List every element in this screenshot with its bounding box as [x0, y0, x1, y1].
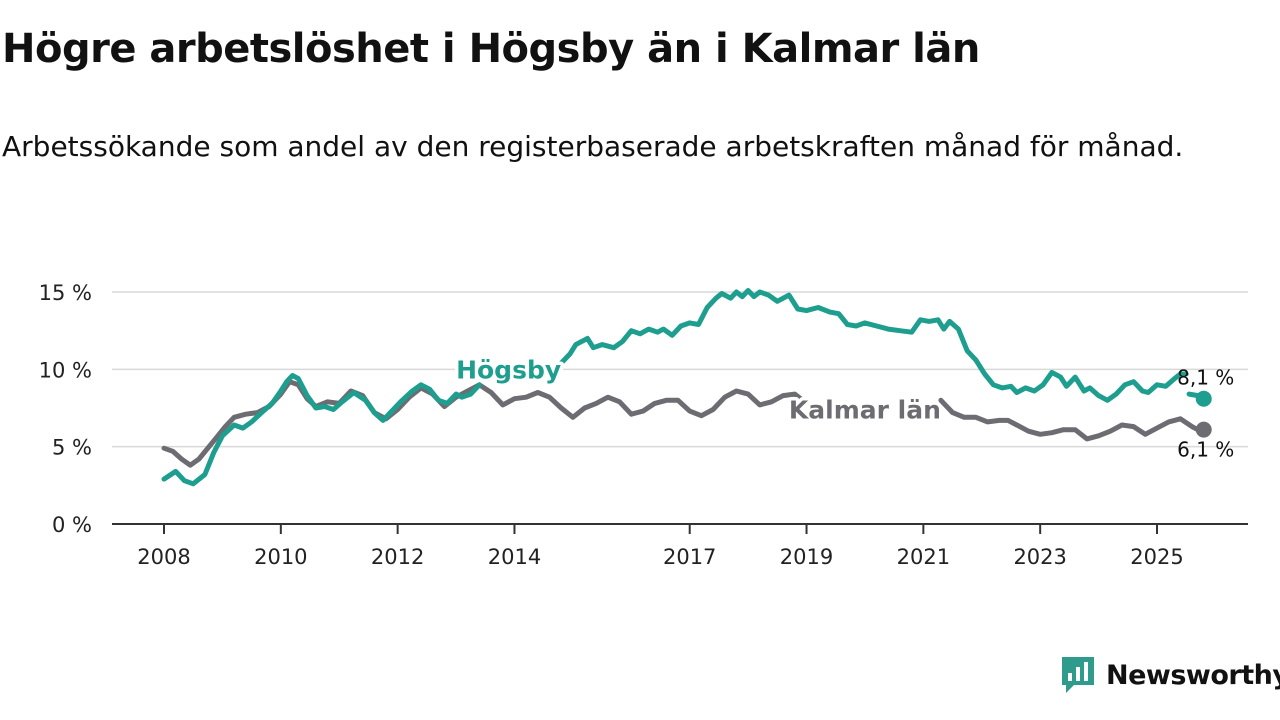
y-tick-label-5: 5 %: [52, 436, 92, 460]
kalmar-l-n-end-point: [1195, 421, 1212, 438]
x-tick-label-2019: 2019: [780, 545, 833, 569]
series-labels: 6,1 % Kalmar län 8,1 % Högsby: [453, 352, 1235, 462]
kalmar-l-n-line-points: [161, 379, 809, 468]
y-tick-label-0: 0 %: [52, 513, 92, 537]
h-gsby-end-point: [1195, 390, 1212, 407]
kalmar-l-n-series-label: Kalmar län: [789, 396, 941, 425]
x-axis: 2008 2010 2012 2014 2017 2019 2021 2023 2025: [112, 523, 1248, 569]
x-tick-label-2021: 2021: [897, 545, 950, 569]
h-gsby-series-label: Högsby: [456, 355, 561, 384]
kalmar-l-n-end-label: 6,1 %: [1177, 438, 1234, 462]
y-tick-label-10: 10 %: [39, 358, 92, 382]
x-tick-label-2010: 2010: [254, 545, 307, 569]
x-tick-label-2014: 2014: [488, 545, 541, 569]
kalmar-l-n-line-points_2: [938, 397, 1207, 442]
y-tick-label-15: 15 %: [39, 281, 92, 305]
x-tick-label-2012: 2012: [371, 545, 424, 569]
h-gsby-end-label: 8,1 %: [1177, 366, 1234, 390]
h-gsby-line-points_2: [558, 288, 1189, 403]
chart-title: Högre arbetslöshet i Högsby än i Kalmar …: [2, 26, 980, 72]
x-tick-label-2025: 2025: [1130, 545, 1183, 569]
chart-subtitle: Arbetssökande som andel av den registerb…: [2, 130, 1184, 163]
h-gsby-line-points: [161, 373, 482, 487]
x-tick-label-2008: 2008: [137, 545, 190, 569]
newsworthy-logo-icon: [1062, 657, 1094, 693]
x-tick-label-2017: 2017: [663, 545, 716, 569]
series-lines: [161, 288, 1212, 487]
newsworthy-logo: Newsworthy: [1060, 654, 1280, 696]
grid-lines: [112, 291, 1248, 448]
x-tick-label-2023: 2023: [1013, 545, 1066, 569]
brand-name: Newsworthy: [1106, 659, 1280, 691]
y-axis-labels: 0 % 5 % 10 % 15 %: [39, 281, 92, 537]
